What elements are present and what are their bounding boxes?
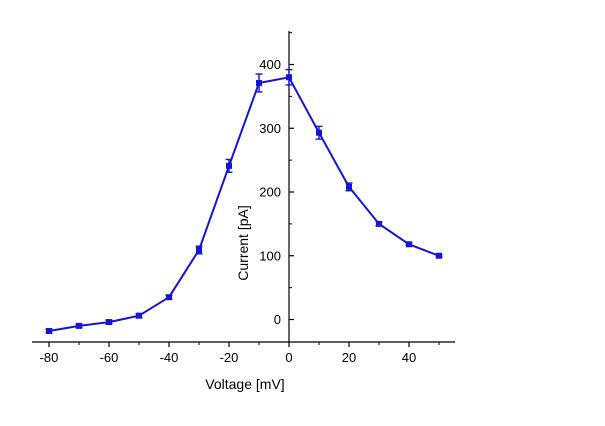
x-axis-title: Voltage [mV] (205, 376, 284, 392)
x-tick-label: 20 (342, 350, 356, 365)
y-tick-label: 300 (259, 121, 281, 136)
data-point (76, 322, 82, 329)
x-tick-label: -20 (220, 350, 239, 365)
y-tick-label: 0 (274, 312, 281, 327)
axes (32, 31, 455, 343)
x-tick-label: 40 (402, 350, 416, 365)
data-point (166, 294, 172, 301)
data-series (45, 68, 443, 334)
x-tick-label: 0 (285, 350, 292, 365)
data-point (346, 183, 352, 190)
data-point (196, 247, 202, 254)
data-point (316, 129, 322, 136)
data-point (286, 74, 292, 81)
y-axis-title: Current [pA] (235, 205, 251, 280)
y-tick-label: 200 (259, 185, 281, 200)
data-point (106, 319, 112, 326)
series-line (48, 76, 440, 332)
x-tick-label: -60 (100, 350, 119, 365)
data-point (226, 162, 232, 169)
data-point (46, 327, 52, 334)
data-point (436, 252, 442, 259)
data-point (136, 312, 142, 319)
data-point (406, 241, 412, 248)
x-tick-label: -40 (160, 350, 179, 365)
data-point (376, 220, 382, 227)
y-tick-label: 100 (259, 248, 281, 263)
data-point (256, 79, 262, 86)
x-tick-label: -80 (40, 350, 59, 365)
y-tick-label: 400 (259, 57, 281, 72)
